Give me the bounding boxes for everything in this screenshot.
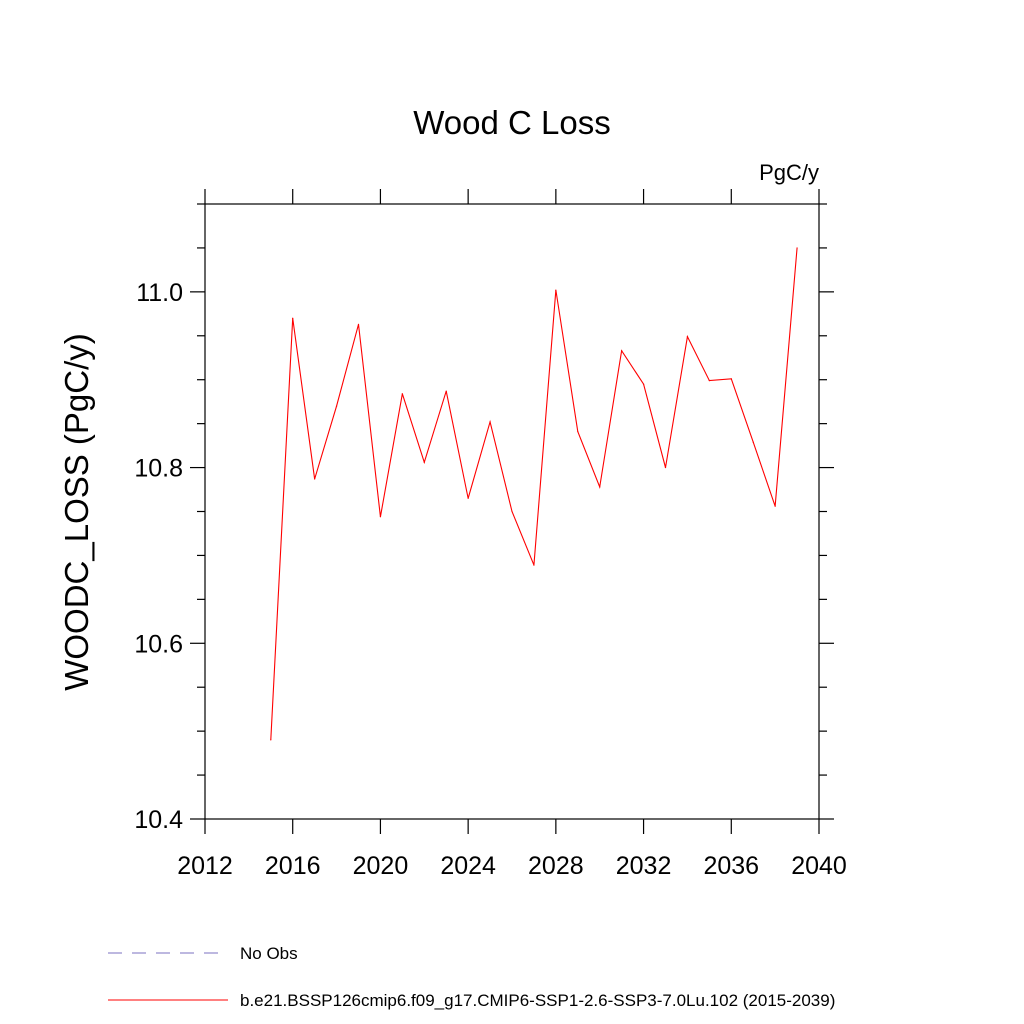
axis-tick-labels: 2012 2016 2020 2024 2028 2032 2036 2040 10.4 10.6… bbox=[134, 279, 846, 880]
data-point bbox=[708, 379, 710, 382]
series-line bbox=[270, 247, 798, 740]
x-tick-label: 2024 bbox=[440, 852, 496, 880]
data-point bbox=[664, 466, 667, 469]
data-point bbox=[379, 516, 382, 518]
data-point bbox=[577, 430, 579, 433]
data-point bbox=[511, 510, 513, 513]
data-point bbox=[270, 739, 272, 741]
data-point bbox=[314, 478, 316, 480]
legend: No Obs b.e21.BSSP126cmip6.f09_g17.CMIP6-S… bbox=[108, 944, 835, 1010]
y-tick-label: 11.0 bbox=[136, 279, 183, 307]
data-point bbox=[445, 390, 447, 392]
data-point bbox=[401, 393, 403, 395]
legend-label: No Obs bbox=[240, 944, 298, 963]
data-point bbox=[489, 421, 491, 423]
legend-label: b.e21.BSSP126cmip6.f09_g17.CMIP6-SSP1-2.… bbox=[240, 991, 835, 1010]
data-point bbox=[555, 289, 557, 291]
data-point bbox=[686, 336, 689, 338]
y-tick-label: 10.8 bbox=[134, 455, 183, 483]
data-point bbox=[730, 378, 732, 380]
data-point bbox=[357, 323, 360, 325]
y-tick-label: 10.6 bbox=[134, 630, 183, 658]
y-tick-label: 10.4 bbox=[134, 806, 183, 834]
x-tick-label: 2016 bbox=[265, 852, 321, 880]
x-tick-label: 2032 bbox=[616, 852, 672, 880]
data-point bbox=[533, 564, 535, 566]
data-point bbox=[796, 247, 798, 249]
data-point bbox=[599, 486, 601, 488]
units-label: PgC/y bbox=[759, 160, 819, 185]
x-tick-label: 2028 bbox=[528, 852, 584, 880]
x-tick-label: 2040 bbox=[791, 852, 847, 880]
x-tick-label: 2036 bbox=[703, 852, 759, 880]
data-point bbox=[774, 505, 776, 507]
y-axis-label: WOODC_LOSS (PgC/y) bbox=[58, 333, 95, 691]
axis-ticks bbox=[190, 189, 834, 834]
data-point bbox=[467, 497, 469, 499]
x-tick-label: 2020 bbox=[353, 852, 409, 880]
chart-title: Wood C Loss bbox=[413, 104, 610, 141]
plot-frame bbox=[204, 203, 820, 820]
data-point bbox=[292, 317, 294, 319]
data-point bbox=[621, 350, 623, 352]
data-point bbox=[335, 405, 338, 407]
data-point bbox=[752, 441, 754, 443]
data-point bbox=[423, 461, 425, 463]
series-layer bbox=[270, 247, 798, 741]
x-tick-label: 2012 bbox=[177, 852, 233, 880]
data-point bbox=[642, 383, 645, 385]
